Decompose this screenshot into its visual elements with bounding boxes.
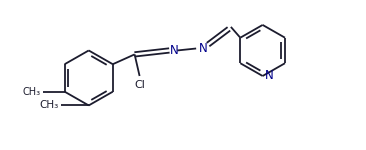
Text: N: N bbox=[170, 44, 179, 57]
Text: Cl: Cl bbox=[134, 80, 145, 90]
Text: CH₃: CH₃ bbox=[23, 87, 41, 97]
Text: N: N bbox=[265, 69, 273, 82]
Text: N: N bbox=[199, 42, 208, 55]
Text: CH₃: CH₃ bbox=[40, 100, 59, 110]
